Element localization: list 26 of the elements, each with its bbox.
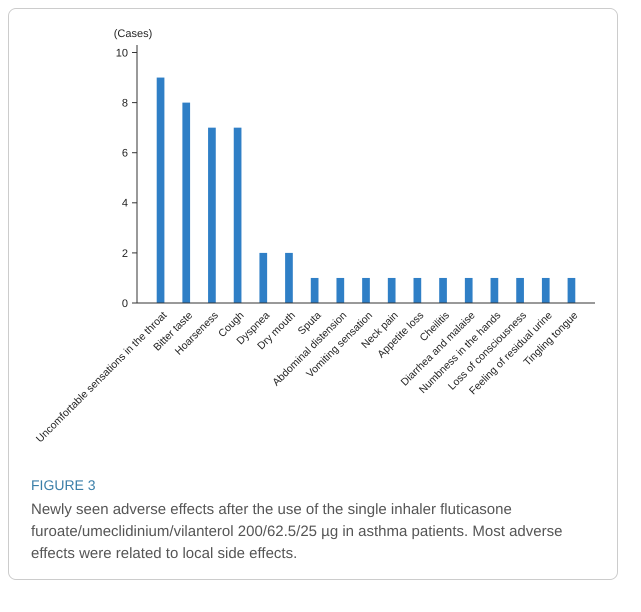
- bar: [208, 128, 216, 303]
- bar: [568, 278, 576, 303]
- bar: [439, 278, 447, 303]
- text: FIGURE 3: [31, 477, 97, 493]
- bar: [156, 78, 164, 303]
- y-tick-label: 4: [122, 198, 128, 210]
- bar: [414, 278, 422, 303]
- bar: [516, 278, 524, 303]
- y-tick-label: 0: [122, 298, 128, 310]
- text: Newly seen adverse effects after the use of the single inhaler fluticasone furoate/umeclidinium/vilanterol 200/62.5/25 µg in asthma patients. Most adverse effects were related to local side effects.: [31, 500, 564, 564]
- y-tick-label: 6: [122, 148, 128, 160]
- bar: [490, 278, 498, 303]
- bar: [310, 278, 318, 303]
- bar: [285, 252, 293, 303]
- bar: [259, 252, 268, 303]
- bar: [336, 278, 344, 303]
- bar: [542, 278, 550, 303]
- y-tick-label: 10: [116, 47, 128, 60]
- bar: [464, 278, 473, 303]
- y-tick-label: 2: [122, 248, 128, 260]
- bar: [362, 278, 370, 303]
- y-axis-title: (Cases): [114, 28, 152, 40]
- bar: [388, 278, 396, 303]
- y-tick-label: 8: [122, 97, 128, 110]
- bar: [182, 102, 190, 303]
- bar: [234, 128, 242, 303]
